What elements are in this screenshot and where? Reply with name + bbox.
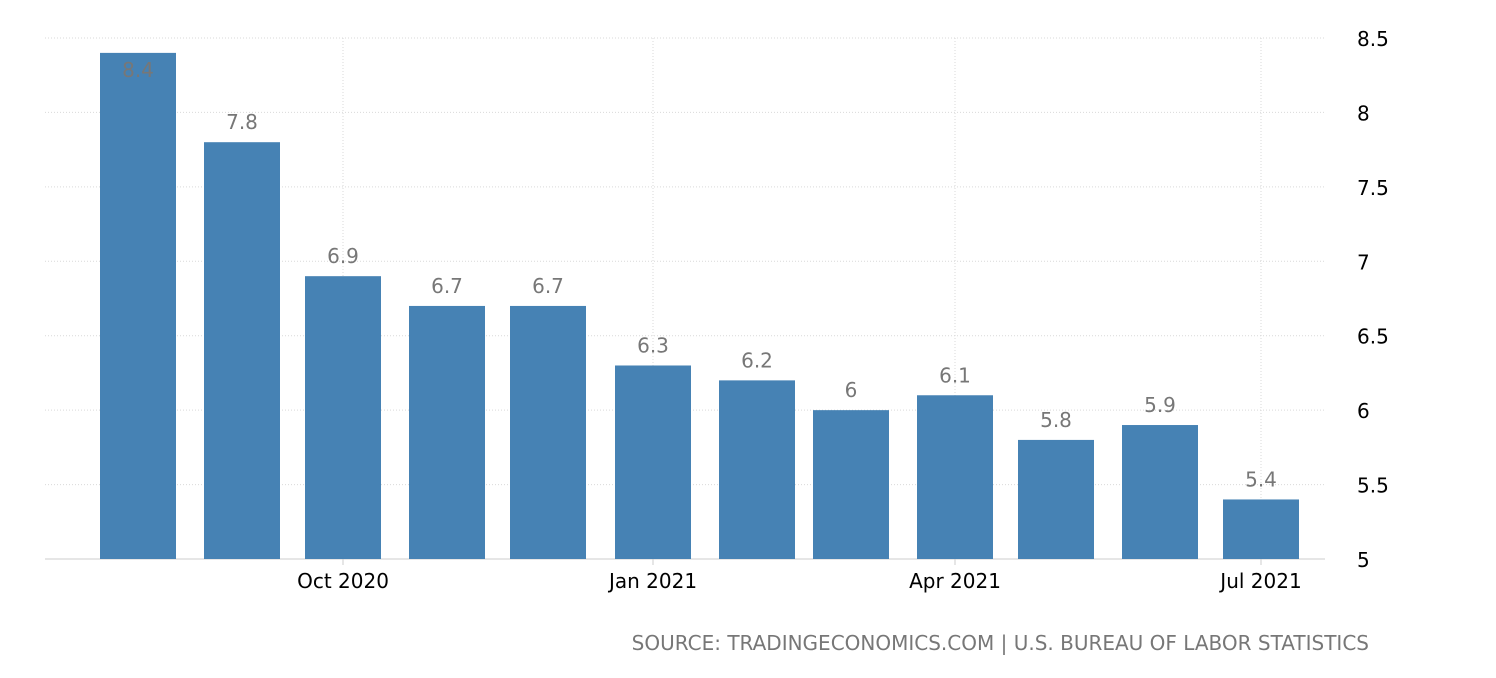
data-label: 6.3 [637, 333, 669, 357]
y-tick-label: 8.5 [1357, 27, 1389, 51]
y-tick-label: 7 [1357, 250, 1370, 274]
y-tick-label: 6.5 [1357, 325, 1389, 349]
data-label: 8.4 [122, 58, 154, 82]
x-tick-label: Apr 2021 [909, 569, 1001, 593]
y-tick-label: 5.5 [1357, 474, 1389, 498]
data-label: 7.8 [226, 110, 258, 134]
bar [813, 410, 889, 559]
bar [204, 142, 280, 559]
bar [615, 365, 691, 559]
data-label: 6.7 [532, 274, 564, 298]
data-label: 6.7 [431, 274, 463, 298]
data-label: 6.9 [327, 244, 359, 268]
bar [305, 276, 381, 559]
bar [100, 52, 176, 560]
data-label: 6.2 [741, 348, 773, 372]
bars [100, 52, 1299, 560]
data-label: 6.1 [939, 363, 971, 387]
x-tick-label: Jan 2021 [607, 569, 697, 593]
data-label: 6 [845, 378, 858, 402]
x-tick-label: Oct 2020 [297, 569, 389, 593]
data-label: 5.4 [1245, 467, 1277, 491]
y-tick-label: 8 [1357, 101, 1370, 125]
y-tick-label: 6 [1357, 399, 1370, 423]
bar [917, 395, 993, 559]
data-label: 5.8 [1040, 408, 1072, 432]
bar [1122, 425, 1198, 559]
y-tick-label: 5 [1357, 548, 1370, 572]
bar [1018, 439, 1094, 559]
value-labels: 8.4 7.8 6.9 6.7 6.7 6.3 6.2 6 6.1 5.8 5.9 5.4 [122, 58, 1277, 492]
y-axis: 8.5 8 7.5 7 6.5 6 5.5 5 [1357, 27, 1389, 572]
data-label: 5.9 [1144, 393, 1176, 417]
bar [409, 305, 485, 559]
bar [719, 380, 795, 559]
y-tick-label: 7.5 [1357, 176, 1389, 200]
x-tick-label: Jul 2021 [1218, 569, 1301, 593]
source-note: SOURCE: TRADINGECONOMICS.COM | U.S. BURE… [632, 631, 1369, 655]
x-axis: Oct 2020 Jan 2021 Apr 2021 Jul 2021 [297, 559, 1302, 593]
bar [1223, 499, 1299, 559]
bar [510, 305, 586, 559]
